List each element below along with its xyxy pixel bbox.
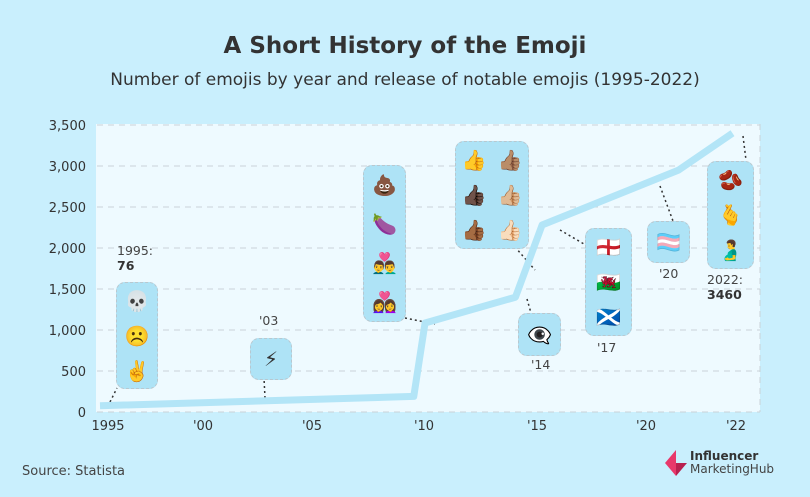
- plot-area: [96, 124, 760, 412]
- hand-index-thumb-crossed-emoji: 🫰: [718, 202, 743, 227]
- logo-mark-icon: [665, 450, 687, 476]
- y-tick-label: 2,500: [49, 201, 86, 216]
- england-flag-emoji: 🏴󠁧󠁢󠁥󠁮󠁧󠁿: [596, 234, 621, 259]
- x-tick-label: '22: [726, 419, 746, 434]
- annotation-label-2017: '17: [597, 340, 617, 355]
- thumbs-up-emoji: 👍: [461, 147, 487, 172]
- annotation-label-2020: '20: [659, 266, 679, 281]
- thumbs-up-medium-dark-emoji: 👍🏾: [461, 218, 487, 243]
- emoji-box-2010: 💩 🍆 👨‍❤️‍👨 👩‍❤️‍👩: [363, 165, 406, 322]
- beans-emoji: 🫘: [718, 167, 743, 192]
- annotation-label-2014: '14: [531, 357, 551, 372]
- annotation-connector: [659, 185, 674, 222]
- thumbs-up-medium-emoji: 👍🏽: [497, 147, 523, 172]
- chart-subtitle: Number of emojis by year and release of …: [110, 70, 700, 90]
- influencer-marketing-hub-logo: Influencer MarketingHub: [665, 449, 774, 477]
- annotation-connector: [514, 246, 536, 271]
- thumbs-up-medium-light-emoji: 👍🏼: [497, 182, 523, 207]
- eggplant-emoji: 🍆: [372, 212, 397, 237]
- y-tick-label: 500: [61, 365, 86, 380]
- annotation-connector: [742, 135, 747, 161]
- chart-title: A Short History of the Emoji: [223, 33, 587, 59]
- y-tick-label: 1,000: [49, 324, 86, 339]
- source-note: Source: Statista: [22, 464, 126, 479]
- victory-hand-emoji: ✌️: [124, 358, 150, 383]
- thumbs-up-dark-emoji: 👍🏿: [461, 182, 487, 207]
- year-label: 2022:: [707, 272, 744, 287]
- x-tick-label: '15: [527, 419, 547, 434]
- annotation-label-2003: '03: [259, 313, 279, 328]
- year-label: 1995:: [117, 243, 154, 258]
- emoji-box-1995: 💀 ☹️ ✌️: [116, 282, 158, 389]
- scotland-flag-emoji: 🏴󠁧󠁢󠁳󠁣󠁴󠁿: [596, 305, 621, 330]
- couple-men-emoji: 👨‍❤️‍👨: [372, 250, 397, 275]
- lightning-emoji: ⚡: [263, 347, 279, 371]
- couple-women-emoji: 👩‍❤️‍👩: [372, 289, 397, 314]
- value-label: 3460: [707, 287, 742, 302]
- emoji-box-2014: 👁️‍🗨️: [518, 313, 561, 356]
- thumbs-up-light-emoji: 👍🏻: [497, 218, 523, 243]
- emoji-box-2015-skin-tones: 👍 👍🏽 👍🏿 👍🏼 👍🏾 👍🏻: [455, 141, 529, 249]
- x-tick-label: '00: [193, 419, 213, 434]
- annotation-label-2022: 2022: 3460: [707, 272, 743, 302]
- emoji-box-2022: 🫘 🫰 🫃: [707, 161, 754, 269]
- skull-emoji: 💀: [124, 288, 150, 313]
- y-tick-label: 1,500: [49, 283, 86, 298]
- emoji-box-2003: ⚡: [250, 338, 292, 380]
- transgender-flag-emoji: 🏳️‍⚧️: [656, 230, 681, 254]
- poop-emoji: 💩: [372, 173, 397, 198]
- emoji-box-2017: 🏴󠁧󠁢󠁥󠁮󠁧󠁿 🏴󠁧󠁢󠁷󠁬󠁳󠁿 🏴󠁧󠁢󠁳󠁣󠁴󠁿: [585, 228, 632, 336]
- annotation-label-1995: 1995: 76: [117, 243, 153, 273]
- emoji-box-2020: 🏳️‍⚧️: [647, 221, 690, 263]
- pregnant-man-emoji: 🫃: [718, 238, 743, 263]
- logo-text-line1: Influencer: [690, 449, 759, 463]
- x-tick-label: 1995: [91, 419, 124, 434]
- x-tick-label: '10: [414, 419, 434, 434]
- x-tick-label: '05: [302, 419, 322, 434]
- eye-speech-bubble-emoji: 👁️‍🗨️: [527, 322, 552, 347]
- logo-text-line2: MarketingHub: [690, 462, 775, 476]
- annotation-connector: [263, 377, 266, 399]
- x-tick-label: '20: [636, 419, 656, 434]
- value-label: 76: [117, 258, 135, 273]
- frowning-face-emoji: ☹️: [124, 323, 150, 348]
- y-tick-label: 2,000: [49, 242, 86, 257]
- wales-flag-emoji: 🏴󠁧󠁢󠁷󠁬󠁳󠁿: [596, 269, 621, 294]
- y-tick-label: 3,500: [49, 119, 86, 134]
- y-tick-label: 3,000: [49, 160, 86, 175]
- y-tick-label: 0: [78, 406, 86, 421]
